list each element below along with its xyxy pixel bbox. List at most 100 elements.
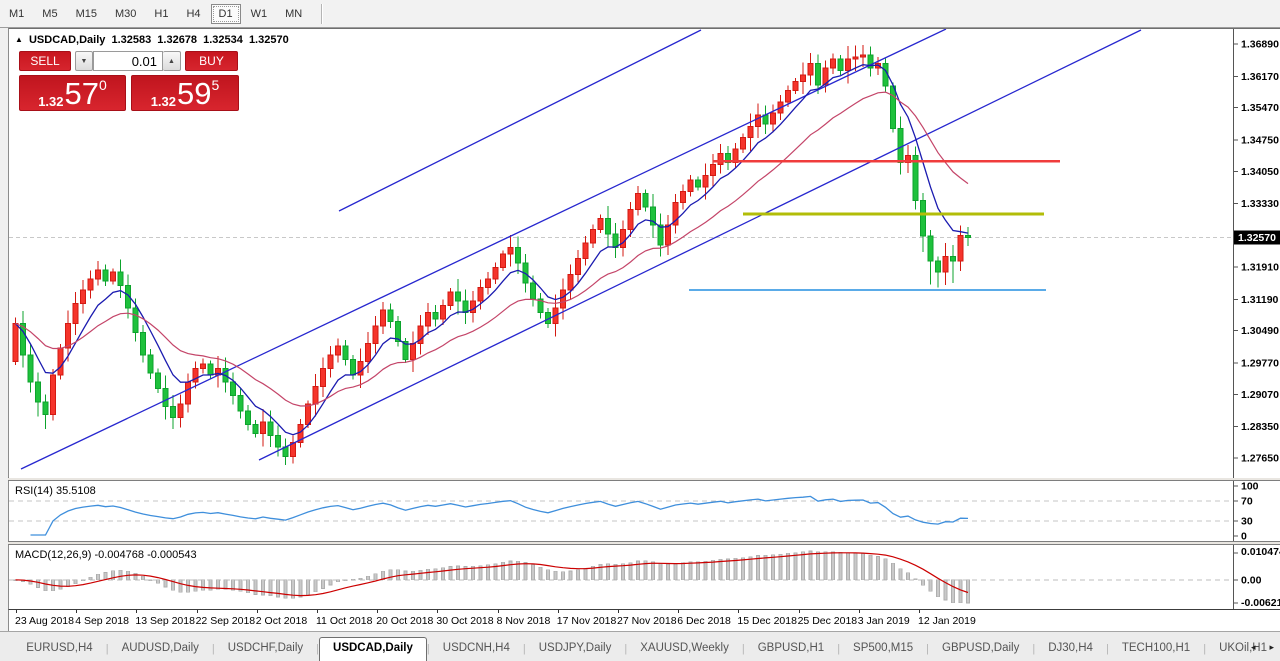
date-axis-label: 15 Dec 2018 [737, 615, 797, 627]
date-axis-tick [497, 610, 499, 613]
timeframe-button-m5[interactable]: M5 [42, 7, 58, 20]
candle-body [170, 405, 176, 419]
chart-tab-usdjpy[interactable]: USDJPY,Daily [538, 642, 612, 654]
timeframe-button-w1[interactable]: W1 [250, 7, 268, 20]
timeframe-button-mn[interactable]: MN [285, 7, 303, 20]
date-axis-label: 8 Nov 2018 [496, 615, 551, 627]
sell-button[interactable]: SELL [19, 51, 71, 71]
candle-body [515, 246, 521, 264]
candle-body [87, 278, 94, 291]
macd-histogram-bar [171, 579, 175, 591]
macd-histogram-bar [351, 578, 355, 581]
channel-line-lower-long[interactable] [20, 29, 947, 470]
timeframe-button-m15[interactable]: M15 [75, 7, 97, 20]
volume-decrease-button[interactable]: ▼ [75, 51, 93, 71]
channel-line-support[interactable] [258, 29, 1142, 461]
candle-body [822, 67, 829, 86]
macd-histogram-bar [43, 579, 48, 591]
candle-body [65, 323, 71, 349]
candle-body [507, 246, 514, 255]
timeframe-button-h1[interactable]: H1 [154, 7, 169, 20]
main-chart-panel: 1.36890 1.36170 1.35470 1.34750 1.34050 1.333… [8, 28, 1280, 478]
macd-histogram-bar [598, 563, 603, 581]
candle-body [800, 74, 806, 83]
macd-histogram-bar [358, 577, 363, 581]
macd-histogram-bar [253, 579, 258, 595]
macd-histogram-bar [951, 579, 955, 603]
tab-scroll-left-icon[interactable]: ◂ [1250, 642, 1256, 652]
macd-histogram-bar [928, 579, 933, 592]
candle-body [890, 85, 896, 130]
window-splitter[interactable] [8, 541, 1280, 545]
candle-body [905, 155, 911, 163]
volume-input[interactable] [93, 51, 163, 71]
chart-tab-gbpusd[interactable]: GBPUSD,Daily [942, 642, 1020, 654]
macd-histogram-bar [321, 579, 325, 589]
macd-histogram-bar [643, 560, 648, 581]
chart-tab-sp500[interactable]: SP500,M15 [853, 642, 914, 654]
macd-histogram-bar [28, 579, 33, 585]
chart-tab-usdcad[interactable]: USDCAD,Daily [319, 637, 427, 661]
chart-tab-ukoil[interactable]: UKOil,H1 [1219, 642, 1267, 654]
macd-histogram-bar [913, 578, 918, 581]
macd-histogram-bar [291, 579, 295, 599]
rsi-background [9, 481, 1280, 541]
tab-separator: | [1032, 643, 1036, 655]
rsi-axis-label: 100 [1241, 481, 1259, 493]
rsi-axis-label: 0 [1241, 531, 1247, 542]
chart-tab-xauusd[interactable]: XAUUSD,Weekly [640, 642, 729, 654]
sell-price-button[interactable]: 1.32 57 0 [19, 75, 126, 111]
date-axis-tick [76, 610, 78, 613]
macd-histogram-bar [726, 558, 730, 581]
chart-tab-tech100[interactable]: TECH100,H1 [1121, 642, 1191, 654]
chart-tab-dj30[interactable]: DJ30,H4 [1048, 642, 1093, 654]
chart-tab-usdchf[interactable]: USDCHF,Daily [227, 642, 304, 654]
candle-body [110, 271, 116, 282]
price-axis-label: 1.31910 [1241, 262, 1279, 274]
candle-body [117, 271, 124, 286]
collapse-triangle-icon[interactable]: ▲ [15, 35, 23, 44]
macd-histogram-bar [561, 571, 565, 581]
rsi-chart-svg[interactable]: 100 70 30 0 RSI(14) 35.5108 [9, 481, 1280, 541]
chart-tab-eurusd[interactable]: EURUSD,H4 [26, 642, 93, 654]
buy-button[interactable]: BUY [185, 51, 238, 71]
candle-body [425, 311, 431, 327]
candle-body [785, 90, 791, 103]
tab-separator: | [105, 643, 109, 655]
candle-body [185, 381, 191, 405]
candle-body [642, 193, 649, 208]
chart-tab-audusd[interactable]: AUDUSD,Daily [121, 642, 199, 654]
candle-body [845, 58, 851, 71]
candle-body [747, 125, 754, 139]
macd-histogram-bar [201, 579, 205, 591]
candle-body [462, 300, 469, 313]
buy-price-button[interactable]: 1.32 59 5 [131, 75, 239, 111]
macd-chart-svg[interactable]: 0.010474 0.00 -0.006218 MACD(12,26,9) -0.00… [9, 545, 1280, 609]
date-axis-tick [16, 610, 17, 613]
candle-body [837, 58, 844, 71]
macd-histogram-bar [673, 563, 678, 581]
macd-histogram-bar [891, 563, 895, 581]
candle-body [402, 340, 409, 360]
channel-line-upper[interactable] [338, 29, 702, 212]
chart-tab-usdcnh[interactable]: USDCNH,H4 [442, 642, 510, 654]
macd-histogram-bar [936, 579, 940, 598]
tab-separator: | [741, 643, 745, 655]
candle-body [410, 343, 416, 360]
volume-increase-button[interactable]: ▲ [163, 51, 181, 71]
timeframe-button-h4[interactable]: H4 [186, 7, 201, 20]
candle-body [252, 423, 259, 434]
timeframe-button-m1[interactable]: M1 [9, 7, 25, 20]
macd-histogram-bar [808, 550, 813, 581]
timeframe-button-m30[interactable]: M30 [114, 7, 137, 20]
chart-tab-gbpusd[interactable]: GBPUSD,H1 [757, 642, 825, 654]
price-axis-label: 1.36170 [1241, 71, 1279, 83]
tab-separator: | [1203, 643, 1207, 655]
macd-label: MACD(12,26,9) -0.004768 -0.000543 [15, 549, 197, 561]
candle-body [687, 179, 694, 192]
tab-scroll-right-icon[interactable]: ▸ [1269, 642, 1274, 652]
price-axis-label: 1.35470 [1241, 102, 1279, 114]
timeframe-button-d1[interactable]: D1 [210, 3, 241, 24]
macd-histogram-bar [306, 579, 310, 596]
macd-histogram-bar [433, 568, 438, 581]
